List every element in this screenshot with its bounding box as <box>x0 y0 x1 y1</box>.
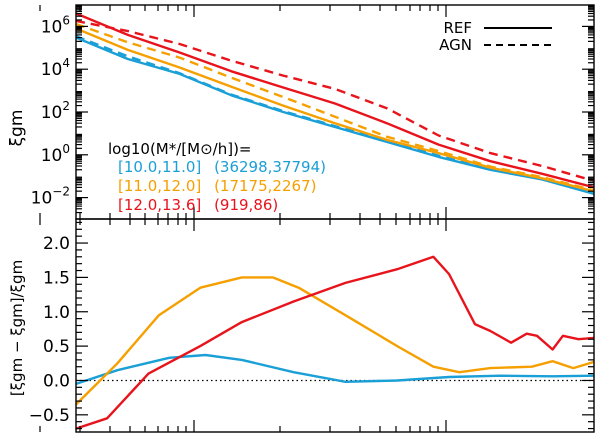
mass-bin-counts-2: (17175,2267) <box>214 177 316 195</box>
y-tick-label: 106 <box>41 13 70 37</box>
plot-frame <box>75 218 595 433</box>
y-tick-label: 0.0 <box>43 371 70 391</box>
y-tick-label: 2.0 <box>43 234 70 254</box>
series-line-bottom-1 <box>76 353 594 386</box>
y-tick-label: 104 <box>41 56 70 80</box>
legend-label-agn: AGN <box>439 36 472 54</box>
series-line-bottom-3 <box>76 255 594 430</box>
legend-label-ref: REF <box>443 19 472 37</box>
y-tick-label: 102 <box>41 99 70 123</box>
mass-bin-annotation: log10(M*/[M⊙/h])= [10.0,11.0] (36298,377… <box>108 140 326 214</box>
series-line-top-5 <box>76 12 594 189</box>
mass-bin-counts-3: (919,86) <box>214 196 278 214</box>
mass-bin-range-3: [12.0,13.6] <box>118 196 201 214</box>
mass-bin-counts-1: (36298,37794) <box>214 158 326 176</box>
series-line-bottom-2 <box>76 276 594 406</box>
y-tick-label: 10−2 <box>31 185 70 209</box>
legend: REF AGN <box>439 19 552 54</box>
y-tick-label: 1.0 <box>43 303 70 323</box>
bottom-panel: −0.5 0.0 0.5 1.0 1.5 2.0 <box>29 218 595 433</box>
y-tick-label: 1.5 <box>43 268 70 288</box>
mass-bin-range-2: [11.0,12.0] <box>118 177 201 195</box>
mass-bin-range-1: [10.0,11.0] <box>118 158 201 176</box>
y-tick-label: 0.5 <box>43 337 70 357</box>
series-line-top-6 <box>76 19 594 183</box>
bottom-y-axis-label: [ξgm − ξgm]/ξgm <box>8 260 26 396</box>
mass-bin-row-3: [12.0,13.6] (919,86) <box>118 196 278 214</box>
top-y-axis-label: ξgm <box>7 110 27 147</box>
mass-bin-row-1: [10.0,11.0] (36298,37794) <box>118 158 326 176</box>
mass-bin-header: log10(M*/[M⊙/h])= <box>108 140 252 158</box>
top-panel: 106 104 102 100 10−2 <box>31 4 595 220</box>
mass-bin-row-2: [11.0,12.0] (17175,2267) <box>118 177 316 195</box>
y-tick-label: 100 <box>41 142 70 166</box>
y-tick-label: −0.5 <box>29 406 70 426</box>
series-line-top-4 <box>76 22 594 192</box>
